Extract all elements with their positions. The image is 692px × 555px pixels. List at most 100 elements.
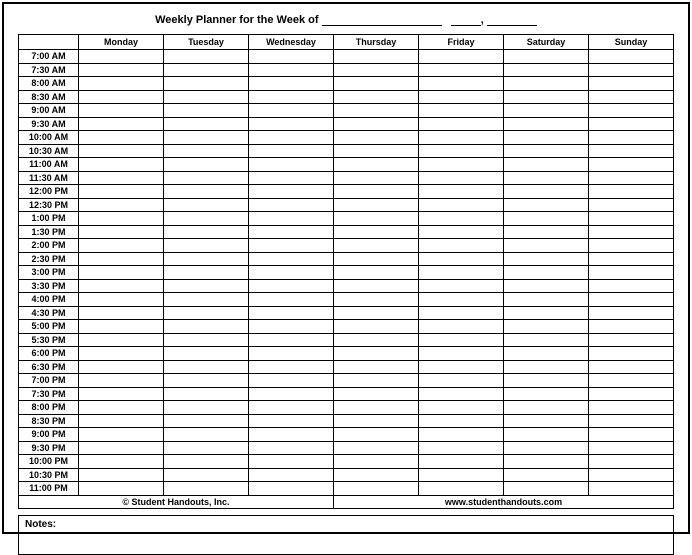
planner-table: Monday Tuesday Wednesday Thursday Friday… bbox=[18, 34, 674, 509]
slot-cell bbox=[589, 104, 674, 118]
slot-cell bbox=[589, 320, 674, 334]
slot-cell bbox=[164, 482, 249, 496]
slot-cell bbox=[334, 225, 419, 239]
slot-cell bbox=[504, 279, 589, 293]
slot-cell bbox=[249, 171, 334, 185]
slot-cell bbox=[419, 50, 504, 64]
slot-cell bbox=[504, 185, 589, 199]
slot-cell bbox=[249, 455, 334, 469]
page-frame: Weekly Planner for the Week of , Monday … bbox=[2, 2, 690, 534]
slot-cell bbox=[334, 468, 419, 482]
table-row: 9:30 AM bbox=[19, 117, 674, 131]
header-day: Tuesday bbox=[164, 35, 249, 50]
slot-cell bbox=[419, 90, 504, 104]
slot-cell bbox=[419, 104, 504, 118]
table-row: 11:30 AM bbox=[19, 171, 674, 185]
slot-cell bbox=[504, 293, 589, 307]
time-cell: 5:30 PM bbox=[19, 333, 79, 347]
slot-cell bbox=[249, 77, 334, 91]
slot-cell bbox=[164, 306, 249, 320]
slot-cell bbox=[419, 428, 504, 442]
slot-cell bbox=[504, 50, 589, 64]
table-row: 10:30 PM bbox=[19, 468, 674, 482]
table-row: 8:00 AM bbox=[19, 77, 674, 91]
slot-cell bbox=[419, 468, 504, 482]
time-cell: 5:00 PM bbox=[19, 320, 79, 334]
slot-cell bbox=[164, 414, 249, 428]
slot-cell bbox=[419, 171, 504, 185]
time-cell: 9:30 AM bbox=[19, 117, 79, 131]
slot-cell bbox=[164, 333, 249, 347]
slot-cell bbox=[504, 63, 589, 77]
slot-cell bbox=[164, 360, 249, 374]
slot-cell bbox=[249, 144, 334, 158]
title-prefix: Weekly Planner for the Week of bbox=[155, 14, 318, 26]
slot-cell bbox=[334, 374, 419, 388]
slot-cell bbox=[334, 333, 419, 347]
slot-cell bbox=[164, 50, 249, 64]
time-cell: 11:00 AM bbox=[19, 158, 79, 172]
slot-cell bbox=[164, 347, 249, 361]
slot-cell bbox=[249, 387, 334, 401]
time-cell: 11:00 PM bbox=[19, 482, 79, 496]
slot-cell bbox=[589, 239, 674, 253]
slot-cell bbox=[79, 360, 164, 374]
slot-cell bbox=[589, 63, 674, 77]
slot-cell bbox=[589, 144, 674, 158]
table-row: 7:00 PM bbox=[19, 374, 674, 388]
table-row: 10:30 AM bbox=[19, 144, 674, 158]
slot-cell bbox=[79, 50, 164, 64]
slot-cell bbox=[249, 441, 334, 455]
slot-cell bbox=[589, 333, 674, 347]
slot-cell bbox=[589, 468, 674, 482]
slot-cell bbox=[79, 198, 164, 212]
slot-cell bbox=[589, 185, 674, 199]
table-row: 5:00 PM bbox=[19, 320, 674, 334]
slot-cell bbox=[249, 104, 334, 118]
table-row: 12:00 PM bbox=[19, 185, 674, 199]
time-cell: 3:00 PM bbox=[19, 266, 79, 280]
slot-cell bbox=[79, 468, 164, 482]
table-row: 11:00 AM bbox=[19, 158, 674, 172]
header-day: Thursday bbox=[334, 35, 419, 50]
slot-cell bbox=[504, 266, 589, 280]
slot-cell bbox=[419, 306, 504, 320]
table-row: 4:30 PM bbox=[19, 306, 674, 320]
slot-cell bbox=[504, 360, 589, 374]
time-cell: 7:30 AM bbox=[19, 63, 79, 77]
slot-cell bbox=[589, 225, 674, 239]
slot-cell bbox=[419, 293, 504, 307]
table-row: 10:00 AM bbox=[19, 131, 674, 145]
header-day: Saturday bbox=[504, 35, 589, 50]
slot-cell bbox=[504, 144, 589, 158]
time-cell: 4:30 PM bbox=[19, 306, 79, 320]
slot-cell bbox=[249, 63, 334, 77]
table-row: 12:30 PM bbox=[19, 198, 674, 212]
slot-cell bbox=[249, 225, 334, 239]
slot-cell bbox=[504, 239, 589, 253]
slot-cell bbox=[249, 293, 334, 307]
time-cell: 3:30 PM bbox=[19, 279, 79, 293]
page-title: Weekly Planner for the Week of , bbox=[18, 14, 674, 26]
slot-cell bbox=[589, 77, 674, 91]
header-blank bbox=[19, 35, 79, 50]
table-row: 6:30 PM bbox=[19, 360, 674, 374]
slot-cell bbox=[249, 252, 334, 266]
slot-cell bbox=[504, 90, 589, 104]
time-cell: 11:30 AM bbox=[19, 171, 79, 185]
slot-cell bbox=[79, 279, 164, 293]
slot-cell bbox=[504, 387, 589, 401]
slot-cell bbox=[419, 212, 504, 226]
slot-cell bbox=[589, 293, 674, 307]
slot-cell bbox=[504, 414, 589, 428]
slot-cell bbox=[79, 77, 164, 91]
slot-cell bbox=[334, 131, 419, 145]
slot-cell bbox=[79, 225, 164, 239]
slot-cell bbox=[419, 185, 504, 199]
slot-cell bbox=[504, 455, 589, 469]
slot-cell bbox=[164, 441, 249, 455]
slot-cell bbox=[249, 212, 334, 226]
slot-cell bbox=[334, 414, 419, 428]
slot-cell bbox=[164, 252, 249, 266]
time-cell: 8:00 AM bbox=[19, 77, 79, 91]
